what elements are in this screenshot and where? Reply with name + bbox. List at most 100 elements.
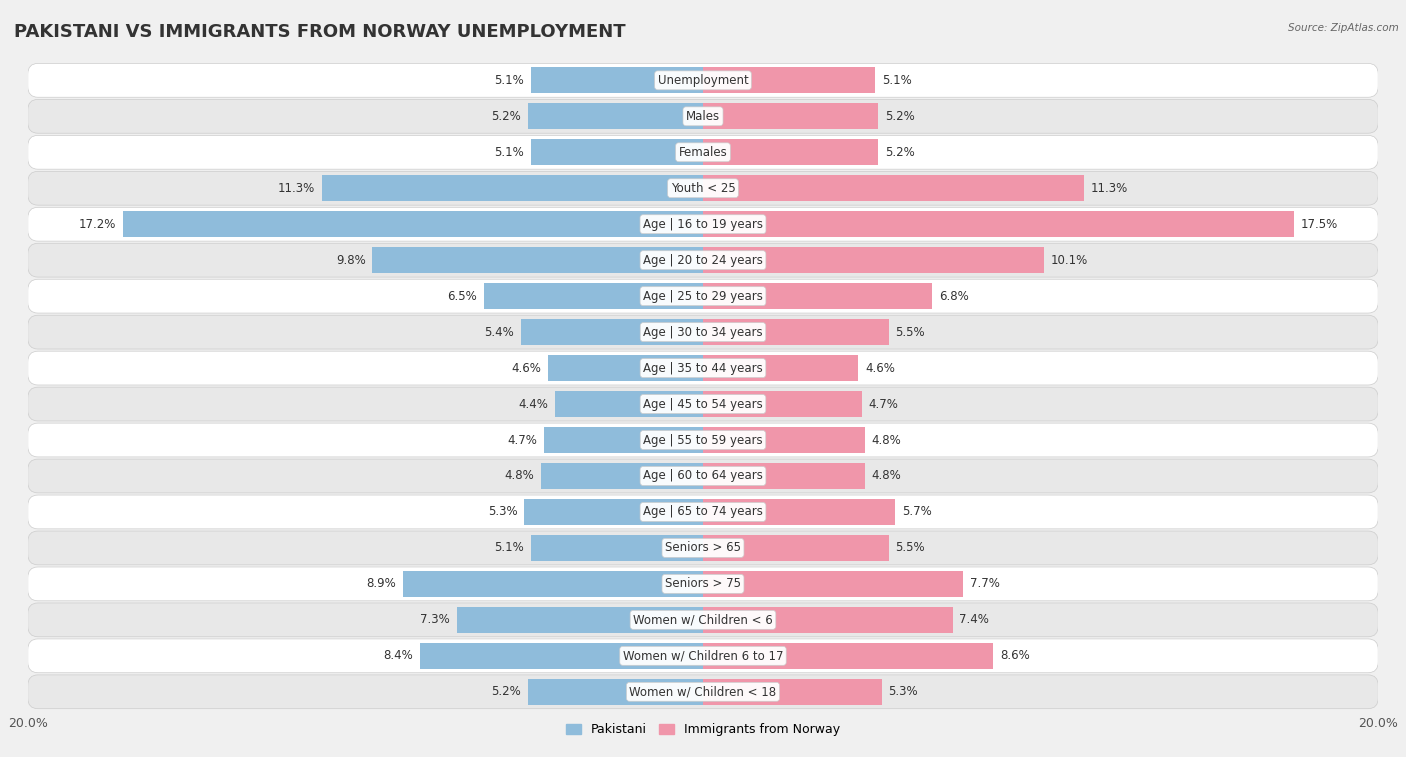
- Text: 4.6%: 4.6%: [865, 362, 894, 375]
- Text: 9.8%: 9.8%: [336, 254, 366, 266]
- Text: Source: ZipAtlas.com: Source: ZipAtlas.com: [1288, 23, 1399, 33]
- Text: 6.8%: 6.8%: [939, 290, 969, 303]
- Bar: [520, 319, 703, 345]
- FancyBboxPatch shape: [28, 495, 1378, 529]
- Text: Seniors > 75: Seniors > 75: [665, 578, 741, 590]
- Bar: [703, 427, 865, 453]
- Text: Males: Males: [686, 110, 720, 123]
- Text: Age | 30 to 34 years: Age | 30 to 34 years: [643, 326, 763, 338]
- Text: 4.6%: 4.6%: [512, 362, 541, 375]
- FancyBboxPatch shape: [28, 99, 1378, 133]
- Text: 8.6%: 8.6%: [1000, 650, 1029, 662]
- Text: 7.3%: 7.3%: [420, 613, 450, 626]
- Text: 8.9%: 8.9%: [366, 578, 396, 590]
- Text: 5.1%: 5.1%: [882, 74, 911, 87]
- Text: 5.5%: 5.5%: [896, 541, 925, 554]
- Text: PAKISTANI VS IMMIGRANTS FROM NORWAY UNEMPLOYMENT: PAKISTANI VS IMMIGRANTS FROM NORWAY UNEM…: [14, 23, 626, 41]
- Bar: [541, 463, 703, 489]
- Text: Youth < 25: Youth < 25: [671, 182, 735, 195]
- FancyBboxPatch shape: [28, 531, 1378, 565]
- Text: 17.2%: 17.2%: [79, 218, 115, 231]
- Text: 6.5%: 6.5%: [447, 290, 477, 303]
- Text: 10.1%: 10.1%: [1050, 254, 1088, 266]
- Bar: [703, 679, 882, 705]
- Bar: [544, 427, 703, 453]
- Bar: [703, 607, 953, 633]
- Bar: [527, 104, 703, 129]
- FancyBboxPatch shape: [28, 603, 1378, 637]
- Text: 5.7%: 5.7%: [903, 506, 932, 519]
- Text: 7.7%: 7.7%: [970, 578, 1000, 590]
- FancyBboxPatch shape: [28, 136, 1378, 169]
- Bar: [484, 283, 703, 309]
- Bar: [703, 67, 875, 93]
- Text: 4.8%: 4.8%: [505, 469, 534, 482]
- Text: 11.3%: 11.3%: [278, 182, 315, 195]
- Text: 5.1%: 5.1%: [495, 541, 524, 554]
- Text: 5.2%: 5.2%: [491, 685, 520, 698]
- Text: 4.7%: 4.7%: [508, 434, 537, 447]
- Text: 5.1%: 5.1%: [495, 146, 524, 159]
- Text: Age | 35 to 44 years: Age | 35 to 44 years: [643, 362, 763, 375]
- Bar: [703, 499, 896, 525]
- Text: Age | 65 to 74 years: Age | 65 to 74 years: [643, 506, 763, 519]
- Text: 7.4%: 7.4%: [959, 613, 990, 626]
- FancyBboxPatch shape: [28, 171, 1378, 205]
- Bar: [373, 248, 703, 273]
- Bar: [703, 139, 879, 165]
- Text: 17.5%: 17.5%: [1301, 218, 1337, 231]
- Text: 4.4%: 4.4%: [517, 397, 548, 410]
- Text: 5.5%: 5.5%: [896, 326, 925, 338]
- Bar: [703, 248, 1043, 273]
- Text: 5.4%: 5.4%: [484, 326, 515, 338]
- Text: 5.3%: 5.3%: [488, 506, 517, 519]
- Bar: [703, 391, 862, 417]
- Text: 8.4%: 8.4%: [382, 650, 413, 662]
- Bar: [703, 211, 1294, 237]
- Bar: [531, 139, 703, 165]
- Text: 5.1%: 5.1%: [495, 74, 524, 87]
- Bar: [703, 104, 879, 129]
- Text: 11.3%: 11.3%: [1091, 182, 1128, 195]
- Bar: [703, 463, 865, 489]
- Text: Women w/ Children < 18: Women w/ Children < 18: [630, 685, 776, 698]
- FancyBboxPatch shape: [28, 64, 1378, 97]
- Bar: [703, 319, 889, 345]
- Text: Females: Females: [679, 146, 727, 159]
- Bar: [703, 355, 858, 381]
- Text: 5.3%: 5.3%: [889, 685, 918, 698]
- Bar: [703, 571, 963, 597]
- Text: 5.2%: 5.2%: [886, 110, 915, 123]
- FancyBboxPatch shape: [28, 207, 1378, 241]
- FancyBboxPatch shape: [28, 423, 1378, 457]
- Bar: [402, 571, 703, 597]
- Bar: [703, 283, 932, 309]
- Bar: [531, 535, 703, 561]
- Text: 4.8%: 4.8%: [872, 434, 901, 447]
- Text: Age | 60 to 64 years: Age | 60 to 64 years: [643, 469, 763, 482]
- FancyBboxPatch shape: [28, 675, 1378, 709]
- Text: Women w/ Children 6 to 17: Women w/ Children 6 to 17: [623, 650, 783, 662]
- Text: 4.7%: 4.7%: [869, 397, 898, 410]
- Text: Women w/ Children < 6: Women w/ Children < 6: [633, 613, 773, 626]
- Text: Age | 55 to 59 years: Age | 55 to 59 years: [643, 434, 763, 447]
- Legend: Pakistani, Immigrants from Norway: Pakistani, Immigrants from Norway: [561, 718, 845, 741]
- Text: Age | 25 to 29 years: Age | 25 to 29 years: [643, 290, 763, 303]
- Bar: [122, 211, 703, 237]
- Text: Age | 20 to 24 years: Age | 20 to 24 years: [643, 254, 763, 266]
- Bar: [524, 499, 703, 525]
- Text: Age | 45 to 54 years: Age | 45 to 54 years: [643, 397, 763, 410]
- FancyBboxPatch shape: [28, 351, 1378, 385]
- Text: Unemployment: Unemployment: [658, 74, 748, 87]
- Bar: [703, 535, 889, 561]
- Bar: [419, 643, 703, 668]
- Bar: [457, 607, 703, 633]
- Bar: [527, 679, 703, 705]
- Text: 5.2%: 5.2%: [491, 110, 520, 123]
- FancyBboxPatch shape: [28, 639, 1378, 673]
- Bar: [554, 391, 703, 417]
- Bar: [703, 643, 993, 668]
- FancyBboxPatch shape: [28, 315, 1378, 349]
- Text: Age | 16 to 19 years: Age | 16 to 19 years: [643, 218, 763, 231]
- FancyBboxPatch shape: [28, 459, 1378, 493]
